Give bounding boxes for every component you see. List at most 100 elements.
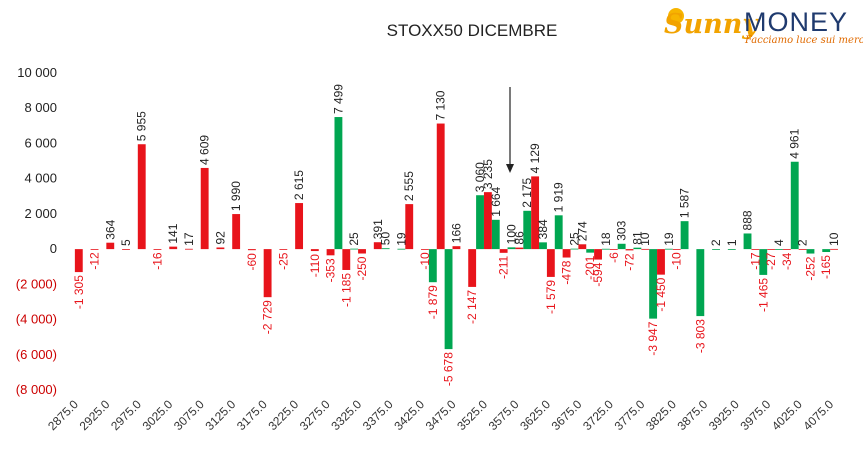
bar [712,249,720,250]
bar [263,249,272,298]
data-label: 391 [371,219,385,239]
x-tick-label: 2975.0 [108,397,144,433]
bar [428,249,437,283]
bar [775,249,783,250]
data-label: 81 [630,231,644,245]
data-label: -201 [583,255,597,279]
bar [790,161,799,250]
data-label: 1 587 [678,188,692,218]
chart-title: STOXX50 DICEMBRE [387,21,558,40]
bar [216,247,225,250]
x-tick-label: 2875.0 [45,397,81,433]
bar [798,249,807,250]
data-label: -1 579 [544,280,558,314]
data-label: -478 [560,260,574,284]
data-label: 5 955 [135,111,149,141]
bar [641,248,650,250]
data-label: -1 305 [72,275,86,309]
x-axis: 2875.02925.02975.03025.03075.03125.03175… [45,397,836,433]
x-tick-label: 3275.0 [297,397,333,433]
bar [570,248,579,250]
bar [515,247,524,250]
data-label: -10 [670,252,684,270]
y-tick-label: 2 000 [24,206,57,221]
bar [200,167,209,250]
data-label: -211 [497,256,511,279]
y-tick-label: 6 000 [24,135,57,150]
data-label: 1 919 [552,182,566,212]
x-tick-label: 3625.0 [517,397,553,433]
logo-sunny: Sunny [664,9,760,40]
bar [452,246,461,250]
bar [74,249,83,273]
bar [664,248,673,250]
bar [554,215,563,250]
x-tick-label: 3425.0 [391,397,427,433]
bar [381,248,390,250]
data-label: -17 [748,252,762,270]
data-label: 17 [182,232,196,246]
data-label: -5 678 [442,352,456,386]
bar [421,249,429,250]
x-tick-label: 3025.0 [140,397,176,433]
bar [137,144,146,250]
x-tick-label: 3325.0 [328,397,364,433]
data-label: 100 [505,224,519,244]
bar [767,249,776,250]
bar [90,249,99,250]
data-label: -594 [591,262,605,286]
data-label: -353 [324,258,338,282]
data-label: 18 [599,232,613,246]
data-label: 303 [615,220,629,240]
bar [523,210,532,250]
x-tick-label: 3225.0 [265,397,301,433]
arrow-head [506,164,514,173]
x-tick-label: 3975.0 [737,397,773,433]
data-label: -2 729 [261,300,275,334]
x-tick-label: 3375.0 [360,397,396,433]
data-label: 2 175 [520,177,534,207]
bar [539,242,547,250]
y-tick-label: 0 [50,241,57,256]
data-label: -252 [803,256,817,280]
data-label: 141 [166,223,180,243]
data-label: -3 803 [693,319,707,353]
sunnymoney-logo: Sunny MONEY Facciamo luce sui mercati [664,7,863,46]
data-label: -25 [276,252,290,270]
spot-arrow [506,87,514,173]
bar [499,249,508,253]
bar [153,249,162,250]
bar [562,249,571,258]
bar [483,192,492,250]
data-label: 86 [512,231,526,245]
data-label: 19 [394,232,408,246]
x-tick-label: 3725.0 [580,397,616,433]
x-tick-label: 3075.0 [171,397,207,433]
data-label: -165 [819,255,833,279]
bar [649,249,658,319]
bar [531,176,540,250]
logo-money: MONEY [744,7,848,37]
x-tick-label: 3825.0 [643,397,679,433]
data-label: 1 664 [489,186,503,216]
bar [672,249,681,250]
data-label: -16 [150,252,164,270]
data-label: -1 450 [654,277,668,311]
bar [358,249,366,254]
data-label: 1 [725,239,739,246]
x-tick-label: 3925.0 [706,397,742,433]
y-tick-label: 10 000 [17,65,57,80]
x-tick-label: 3175.0 [234,397,270,433]
bar [751,249,760,250]
x-tick-label: 3125.0 [202,397,238,433]
bar [625,249,634,251]
data-label: 4 [772,239,786,246]
bar [169,246,178,250]
data-label: -1 879 [426,285,440,319]
data-label: 92 [213,231,227,245]
x-tick-label: 3475.0 [423,397,459,433]
y-tick-label: (8 000) [16,382,57,397]
bar [436,123,445,250]
